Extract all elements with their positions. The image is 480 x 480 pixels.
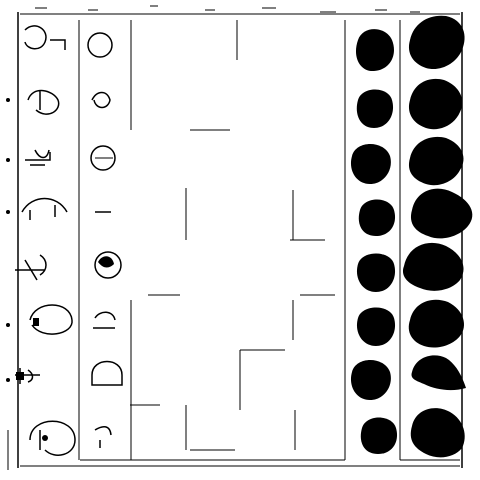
blob-large-3 xyxy=(408,136,464,186)
blob-small-2 xyxy=(356,89,394,128)
blob-column-large xyxy=(402,15,473,458)
symbol-column-a xyxy=(15,25,76,456)
glyph-b7 xyxy=(91,360,123,386)
blob-large-2 xyxy=(408,78,463,130)
glyph-b8 xyxy=(94,425,112,448)
blob-column-small xyxy=(350,29,398,454)
blob-small-1 xyxy=(355,29,394,72)
glyph-a2 xyxy=(27,89,60,115)
blob-large-1 xyxy=(408,15,465,70)
glyph-fill xyxy=(33,318,39,326)
glyph-a3 xyxy=(25,149,51,166)
blob-large-7 xyxy=(411,355,466,391)
glyph-fill xyxy=(16,372,24,380)
glyph-a1 xyxy=(24,25,66,50)
glyph-b1 xyxy=(87,32,113,58)
glyph-b6 xyxy=(93,311,116,329)
glyph-a5 xyxy=(15,254,47,281)
blob-small-7 xyxy=(350,360,391,400)
glyph-a4 xyxy=(21,197,68,220)
top-ticks xyxy=(35,5,420,13)
glyph-b5 xyxy=(94,251,122,279)
blob-small-8 xyxy=(360,417,398,454)
row-marker xyxy=(6,158,10,162)
blob-small-6 xyxy=(356,307,396,346)
glyph-b5-fill xyxy=(98,256,114,268)
glyph-fill xyxy=(42,435,48,441)
row-marker xyxy=(6,210,10,214)
row-marker xyxy=(6,378,10,382)
row-markers xyxy=(6,98,10,470)
blob-small-5 xyxy=(356,253,396,292)
blob-large-5 xyxy=(402,242,464,291)
glyph-b3 xyxy=(90,145,116,171)
glyph-a6 xyxy=(29,304,73,335)
tick-marks xyxy=(35,5,420,13)
glyph-a8 xyxy=(29,420,76,456)
blob-large-4 xyxy=(410,188,473,239)
blob-small-3 xyxy=(350,144,391,184)
glyph-b2 xyxy=(91,91,111,109)
grid-frame xyxy=(17,12,463,468)
row-marker xyxy=(6,323,10,327)
blob-small-4 xyxy=(358,199,396,236)
blob-large-6 xyxy=(408,299,464,348)
row-separators xyxy=(80,129,460,461)
blob-large-8 xyxy=(410,408,465,458)
row-marker xyxy=(6,98,10,102)
symbol-column-b xyxy=(87,32,123,448)
column-separators xyxy=(78,20,401,460)
